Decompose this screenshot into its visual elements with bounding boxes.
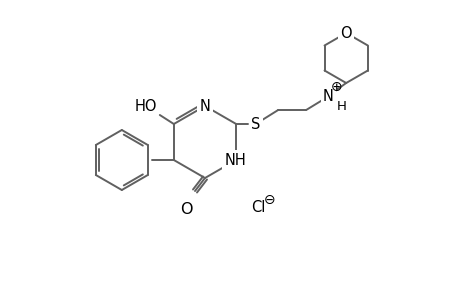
Text: O: O	[179, 202, 192, 217]
Text: N: N	[322, 88, 333, 104]
Text: O: O	[340, 26, 351, 40]
Text: ⊖: ⊖	[263, 193, 275, 207]
Text: N: N	[199, 98, 210, 113]
Text: ⊕: ⊕	[330, 80, 341, 94]
Text: S: S	[251, 116, 260, 131]
Text: HO: HO	[134, 98, 157, 113]
Text: Cl: Cl	[250, 200, 264, 214]
Text: H: H	[336, 100, 347, 112]
Text: NH: NH	[224, 152, 246, 167]
